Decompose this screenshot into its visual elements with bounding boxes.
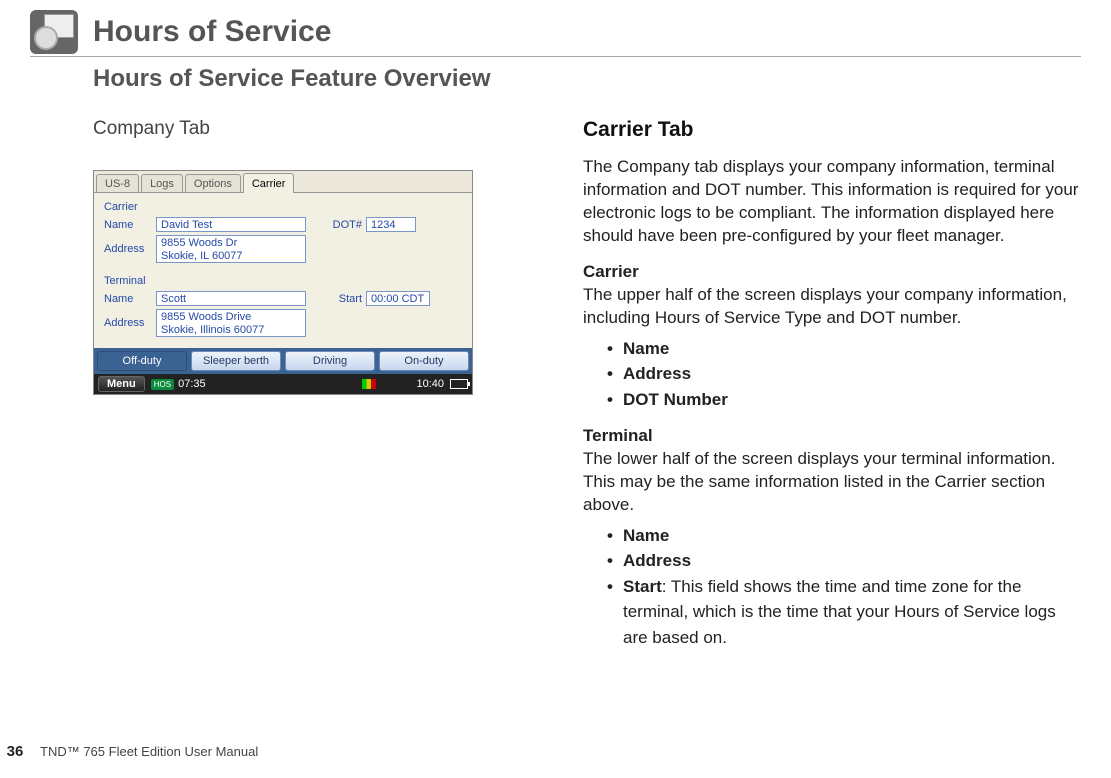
chapter-title: Hours of Service — [93, 15, 331, 49]
carrier-section-label: Carrier — [104, 201, 462, 213]
terminal-sub-heading: Terminal — [583, 426, 1081, 446]
bullet-t-address: Address — [623, 551, 691, 570]
status-driving[interactable]: Driving — [285, 351, 375, 371]
list-item: Name — [607, 336, 1081, 362]
list-item: Name — [607, 523, 1081, 549]
bullet-dot: DOT Number — [623, 390, 728, 409]
carrier-bullet-list: Name Address DOT Number — [607, 336, 1081, 413]
carrier-name-field[interactable]: David Test — [156, 217, 306, 232]
right-column: Carrier Tab The Company tab displays you… — [583, 118, 1081, 664]
start-field[interactable]: 00:00 CDT — [366, 291, 430, 306]
chapter-header: Hours of Service — [30, 10, 1081, 57]
form-area: Carrier Name David Test DOT# 1234 Addres… — [94, 193, 472, 348]
bullet-address: Address — [623, 364, 691, 383]
left-column: Company Tab US-8 Logs Options Carrier Ca… — [93, 118, 513, 664]
device-tab-row: US-8 Logs Options Carrier — [94, 171, 472, 193]
tab-us8[interactable]: US-8 — [96, 174, 139, 192]
time-right: 10:40 — [416, 378, 444, 390]
terminal-name-row: Name Scott Start 00:00 CDT — [104, 291, 462, 306]
terminal-bullet-list: Name Address Start: This field shows the… — [607, 523, 1081, 651]
bullet-name: Name — [623, 339, 669, 358]
status-off-duty[interactable]: Off-duty — [97, 351, 187, 371]
list-item: Address — [607, 361, 1081, 387]
signal-icon — [362, 379, 376, 389]
start-label: Start — [326, 293, 366, 305]
figure-caption: Company Tab — [93, 118, 513, 140]
terminal-paragraph: The lower half of the screen displays yo… — [583, 448, 1081, 517]
carrier-address-label: Address — [104, 243, 156, 255]
terminal-address-row: Address 9855 Woods Drive Skokie, Illinoi… — [104, 309, 462, 337]
manual-page: Hours of Service Hours of Service Featur… — [0, 0, 1111, 778]
dot-label: DOT# — [326, 219, 366, 231]
status-sleeper[interactable]: Sleeper berth — [191, 351, 281, 371]
battery-icon — [450, 379, 468, 389]
section-title: Hours of Service Feature Overview — [93, 65, 1081, 93]
carrier-tab-heading: Carrier Tab — [583, 118, 1081, 142]
menu-button[interactable]: Menu — [98, 376, 145, 392]
terminal-address-label: Address — [104, 317, 156, 329]
device-screenshot: US-8 Logs Options Carrier Carrier Name D… — [93, 170, 473, 395]
terminal-name-field[interactable]: Scott — [156, 291, 306, 306]
status-on-duty[interactable]: On-duty — [379, 351, 469, 371]
intro-paragraph: The Company tab displays your company in… — [583, 156, 1081, 248]
carrier-name-row: Name David Test DOT# 1234 — [104, 217, 462, 232]
chapter-icon — [30, 10, 78, 54]
bullet-t-name: Name — [623, 526, 669, 545]
carrier-address-row: Address 9855 Woods Dr Skokie, IL 60077 — [104, 235, 462, 263]
terminal-name-label: Name — [104, 293, 156, 305]
terminal-address-field[interactable]: 9855 Woods Drive Skokie, Illinois 60077 — [156, 309, 306, 337]
device-menu-bar: Menu HOS 07:35 10:40 — [94, 374, 472, 394]
list-item: Address — [607, 548, 1081, 574]
list-item: DOT Number — [607, 387, 1081, 413]
duty-status-row: Off-duty Sleeper berth Driving On-duty — [94, 348, 472, 374]
dot-field[interactable]: 1234 — [366, 217, 416, 232]
carrier-sub-heading: Carrier — [583, 262, 1081, 282]
terminal-section-label: Terminal — [104, 275, 462, 287]
page-footer: 36 TND™ 765 Fleet Edition User Manual — [0, 743, 258, 760]
manual-name: TND™ 765 Fleet Edition User Manual — [40, 744, 258, 759]
time-left: 07:35 — [178, 378, 206, 390]
bullet-t-start-text: : This field shows the time and time zon… — [623, 577, 1056, 647]
hos-indicator: HOS — [151, 379, 174, 390]
tab-carrier[interactable]: Carrier — [243, 173, 295, 193]
bullet-t-start: Start — [623, 577, 662, 596]
tab-logs[interactable]: Logs — [141, 174, 183, 192]
carrier-name-label: Name — [104, 219, 156, 231]
content-columns: Company Tab US-8 Logs Options Carrier Ca… — [93, 118, 1081, 664]
carrier-address-field[interactable]: 9855 Woods Dr Skokie, IL 60077 — [156, 235, 306, 263]
tab-options[interactable]: Options — [185, 174, 241, 192]
carrier-paragraph: The upper half of the screen displays yo… — [583, 284, 1081, 330]
list-item: Start: This field shows the time and tim… — [607, 574, 1081, 651]
page-number: 36 — [0, 743, 30, 760]
